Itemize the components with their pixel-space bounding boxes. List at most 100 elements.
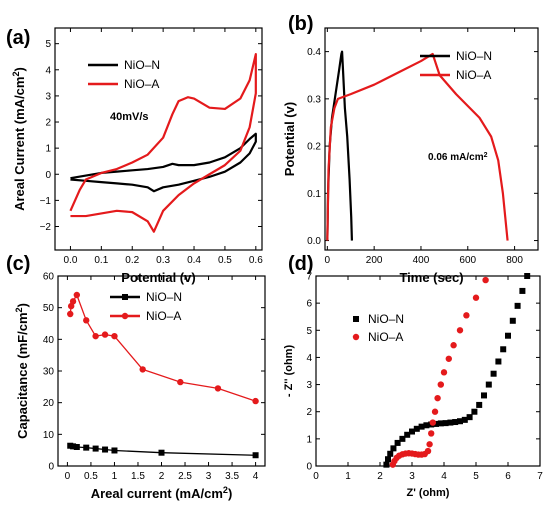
plot-frame <box>54 27 263 251</box>
y-tick-label: 7 <box>306 272 312 283</box>
y-tick-label: 0 <box>306 462 312 473</box>
data-point <box>111 332 118 340</box>
data-point <box>445 355 452 362</box>
series-line <box>326 50 354 241</box>
x-tick-label: 7 <box>537 471 543 482</box>
panel-letter: (c) <box>6 253 30 275</box>
y-tick-label: 40 <box>43 335 55 346</box>
y-tick-label: 0.1 <box>307 189 321 200</box>
series-nio-n <box>67 442 259 459</box>
x-tick-label: 0.5 <box>218 255 232 266</box>
data-point <box>69 298 77 305</box>
y-tick-label: −2 <box>40 222 52 233</box>
data-point <box>424 447 432 455</box>
data-point <box>394 439 401 446</box>
data-point <box>404 431 411 438</box>
x-axis-label: Time (sec) <box>399 270 463 285</box>
legend-marker <box>352 333 360 341</box>
series-nio-n <box>70 132 257 193</box>
data-point <box>519 287 526 294</box>
x-axis-label: Z' (ohm) <box>407 487 450 499</box>
series-line <box>70 132 257 193</box>
data-point <box>481 392 487 399</box>
panel-a: (a) 0.0 0.1 0.2 0.3 0.4 0.5 0.6 −2 −1 0 1 2 3 4 5 Potent… <box>6 27 263 285</box>
x-tick-label: 4 <box>441 471 447 482</box>
data-point <box>514 302 521 309</box>
x-tick-label: 3 <box>409 471 415 482</box>
data-point <box>92 445 99 452</box>
data-point <box>102 446 109 453</box>
series-line <box>69 53 257 233</box>
x-tick-label: 0 <box>313 471 319 482</box>
y-tick-label: 0.4 <box>307 47 321 58</box>
y-axis-label: Areal Current (mA/cm2) <box>11 67 27 211</box>
legend-marker <box>353 316 359 322</box>
data-point <box>450 342 457 349</box>
x-tick-label: 2 <box>159 471 165 482</box>
legend-label: NiO–A <box>146 309 181 323</box>
y-tick-label: 6 <box>306 299 312 310</box>
series-nio-a <box>389 276 489 468</box>
legend-label: NiO–N <box>456 49 492 63</box>
y-tick-label: 2 <box>45 118 51 129</box>
data-point <box>505 332 511 339</box>
y-tick-label: −1 <box>40 196 52 207</box>
x-tick-label: 2.5 <box>178 471 192 482</box>
y-tick-label: 60 <box>43 272 55 283</box>
y-tick-label: 10 <box>43 430 55 441</box>
panel-b: (b) 0 200 400 600 800 0.0 0.1 0.2 0.3 0.4 Time (sec… <box>282 13 539 285</box>
y-tick-label: 4 <box>306 353 312 364</box>
y-axis-label: - Z'' (ohm) <box>283 345 295 398</box>
legend-label: NiO–A <box>456 68 491 82</box>
legend-label: NiO–N <box>124 58 160 72</box>
x-tick-label: 0.2 <box>125 255 139 266</box>
data-point <box>214 385 222 392</box>
data-point <box>456 327 464 334</box>
data-point <box>92 332 99 340</box>
y-axis-label: Capacitance (mF/cm2) <box>14 303 30 439</box>
x-tick-label: 0 <box>325 255 331 266</box>
data-point <box>83 444 90 451</box>
x-tick-label: 0.4 <box>187 255 201 266</box>
data-point <box>433 420 439 427</box>
data-point <box>73 291 81 299</box>
data-point <box>490 370 497 377</box>
x-tick-label: 0 <box>65 471 71 482</box>
y-tick-label: 0.0 <box>307 236 321 247</box>
data-point <box>418 423 425 430</box>
data-point <box>461 416 468 423</box>
y-tick-label: 0.2 <box>307 142 321 153</box>
data-point <box>452 419 459 426</box>
legend: NiO–N NiO–A <box>420 49 492 82</box>
data-point <box>437 381 444 388</box>
x-tick-label: 0.0 <box>63 255 77 266</box>
y-tick-label: 1 <box>306 434 312 445</box>
y-tick-label: 2 <box>306 407 312 418</box>
legend: NiO–N NiO–A <box>352 312 404 344</box>
data-point <box>431 408 439 415</box>
series-line <box>326 52 509 241</box>
y-tick-label: 30 <box>43 367 55 378</box>
y-tick-label: 3 <box>306 380 312 391</box>
x-tick-label: 0.3 <box>156 255 170 266</box>
y-axis-label: Potential (v) <box>282 102 297 176</box>
data-point <box>429 419 436 426</box>
plot-frame <box>315 275 541 467</box>
data-point <box>70 443 77 450</box>
data-point <box>485 381 492 388</box>
y-tick-label: 1 <box>45 144 51 155</box>
series-nio-n <box>383 273 531 468</box>
y-tick-label: 4 <box>45 65 51 76</box>
data-point <box>390 445 397 452</box>
data-point <box>73 444 80 450</box>
plot-frame <box>324 27 539 251</box>
data-point <box>440 369 448 376</box>
x-tick-label: 4 <box>253 471 259 482</box>
data-point <box>101 331 109 338</box>
x-tick-label: 5 <box>473 471 479 482</box>
data-point <box>500 346 507 353</box>
y-tick-label: 0.3 <box>307 94 321 105</box>
data-point <box>413 425 420 432</box>
